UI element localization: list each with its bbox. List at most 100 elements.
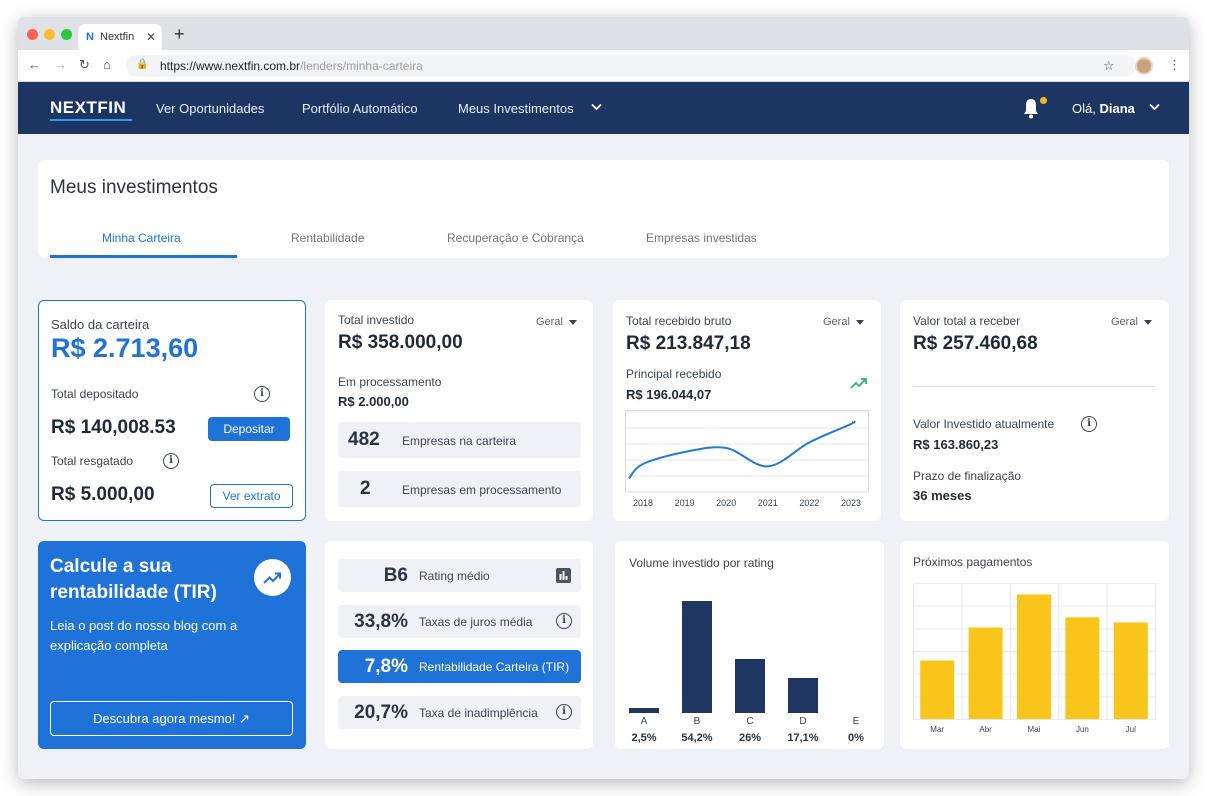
tab-title: Nextfin	[100, 31, 135, 43]
bar-jul[interactable]	[1113, 622, 1148, 719]
x-tick-label: Mai	[1028, 725, 1041, 734]
metric-value: B6	[383, 565, 408, 586]
info-icon[interactable]: i	[163, 453, 179, 469]
close-tab-icon[interactable]: ✕	[146, 30, 157, 44]
user-chevron-down-icon[interactable]	[1149, 103, 1160, 111]
lock-icon: 🔒	[136, 59, 149, 70]
logo-underline	[50, 119, 132, 121]
profile-avatar[interactable]	[1135, 57, 1153, 75]
nav-portfolio-automatico[interactable]: Portfólio Automático	[302, 101, 418, 116]
deposited-label: Total depositado	[51, 387, 139, 401]
metric-value: 20,7%	[354, 702, 408, 723]
companies-label: Empresas na carteira	[402, 434, 517, 448]
trending-up-icon	[850, 378, 867, 389]
bar-value-label: 0%	[848, 732, 864, 744]
deposit-button[interactable]: Depositar	[208, 417, 290, 441]
promo-title: Calcule a sua rentabilidade (TIR)	[50, 556, 217, 603]
nav-meus-investimentos[interactable]: Meus Investimentos	[458, 101, 574, 116]
invested-value: R$ 163.860,23	[913, 437, 999, 452]
bar-value-label: 54,2%	[681, 732, 713, 744]
recebido-card: Total recebido bruto Geral R$ 213.847,18…	[613, 300, 881, 521]
x-tick-label: A	[640, 716, 648, 727]
bell-icon[interactable]	[1022, 97, 1040, 119]
recebido-label: Total recebido bruto	[626, 314, 732, 328]
info-icon[interactable]: i	[1081, 416, 1097, 432]
rating-bar-chart: A 2,5% B 54,2% C 26% D 17,1% E 0%	[615, 541, 884, 749]
browser-tab[interactable]: N Nextfin ✕	[78, 24, 162, 50]
promo-button[interactable]: Descubra agora mesmo! ↗	[50, 701, 293, 736]
url-field[interactable]: 🔒 https://www.nextfin.com.br/lenders/min…	[126, 55, 1136, 77]
bar-mai[interactable]	[1017, 594, 1051, 719]
maximize-window-button[interactable]	[61, 29, 72, 40]
bar-a[interactable]	[629, 707, 659, 713]
x-tick-label: E	[852, 716, 860, 727]
processing-companies-row: 2 Empresas em processamento	[338, 471, 581, 507]
info-icon[interactable]: i	[254, 386, 270, 402]
browser-tab-bar: N Nextfin ✕ +	[18, 17, 1189, 50]
payments-bar-chart: Mar Abr Mai Jun Jul	[913, 583, 1156, 734]
metric-row-juros: 33,8% Taxas de juros média i	[338, 605, 581, 638]
investido-value: R$ 358.000,00	[338, 332, 463, 353]
tab-recuperacao-cobranca[interactable]: Recuperação e Cobrança	[447, 231, 584, 245]
divider	[913, 386, 1155, 387]
caret-down-icon	[1143, 319, 1152, 325]
bookmark-star-icon[interactable]: ☆	[1103, 58, 1115, 73]
term-label: Prazo de finalização	[913, 469, 1022, 483]
user-greeting[interactable]: Olá, Diana	[1072, 101, 1135, 116]
promo-text: Leia o post do nosso blog com a explicaç…	[50, 618, 238, 653]
info-icon[interactable]: i	[556, 613, 572, 629]
bar-chart-icon[interactable]	[556, 568, 571, 583]
url-host: https://www.nextfin.com.br	[160, 59, 301, 73]
trending-up-icon	[263, 572, 281, 584]
bar-abr[interactable]	[968, 627, 1003, 719]
bar-jun[interactable]	[1065, 617, 1100, 719]
x-tick-label: 2020	[716, 498, 736, 508]
page-title-card: Meus investimentos Minha Carteira Rentab…	[38, 160, 1169, 258]
processing-companies-label: Empresas em processamento	[402, 483, 562, 497]
bar-d[interactable]	[788, 677, 818, 713]
receber-value: R$ 257.460,68	[913, 333, 1038, 354]
rating-chart-title: Volume investido por rating	[629, 556, 774, 570]
reload-icon[interactable]: ↻	[79, 57, 90, 72]
bar-mar[interactable]	[920, 660, 955, 719]
chevron-down-icon[interactable]	[591, 103, 602, 111]
browser-window: N Nextfin ✕ + ← → ↻ ⌂ 🔒 https://www.next…	[18, 17, 1189, 779]
back-icon[interactable]: ←	[28, 57, 41, 72]
metric-label: Taxas de juros média	[419, 615, 533, 629]
home-icon[interactable]: ⌂	[103, 57, 111, 72]
bar-value-label: 2,5%	[631, 732, 657, 744]
metric-value: 7,8%	[364, 656, 408, 677]
new-tab-icon[interactable]: +	[174, 24, 185, 44]
deposited-value: R$ 140,008.53	[51, 417, 176, 438]
saldo-value: R$ 2.713,60	[51, 333, 199, 363]
metric-row-inadimplencia: 20,7% Taxa de inadimplência i	[338, 696, 581, 729]
x-tick-label: 2021	[758, 498, 778, 508]
processing-label: Em processamento	[338, 375, 442, 389]
receber-filter[interactable]: Geral	[1111, 316, 1152, 328]
close-window-button[interactable]	[27, 29, 38, 40]
nav-ver-oportunidades[interactable]: Ver Oportunidades	[156, 101, 265, 116]
recebido-value: R$ 213.847,18	[626, 333, 751, 354]
info-icon[interactable]: i	[556, 704, 572, 720]
recebido-filter[interactable]: Geral	[823, 316, 864, 328]
x-tick-label: Jun	[1076, 725, 1089, 734]
statement-button[interactable]: Ver extrato	[210, 484, 293, 508]
browser-menu-icon[interactable]: ⋮	[1168, 57, 1181, 72]
metric-row-rentabilidade: 7,8% Rentabilidade Carteira (TIR)	[338, 650, 581, 683]
forward-icon[interactable]: →	[54, 57, 67, 72]
plot-frame	[625, 410, 869, 493]
bar-b[interactable]	[682, 601, 712, 713]
investido-filter[interactable]: Geral	[536, 316, 577, 328]
x-tick-label: C	[746, 716, 754, 727]
investido-card: Total investido Geral R$ 358.000,00 Em p…	[325, 300, 593, 521]
principal-label: Principal recebido	[626, 367, 722, 381]
x-tick-label: 2023	[841, 498, 861, 508]
bar-c[interactable]	[735, 659, 765, 713]
processing-value: R$ 2.000,00	[338, 394, 409, 409]
tab-rentabilidade[interactable]: Rentabilidade	[291, 231, 365, 245]
minimize-window-button[interactable]	[44, 29, 55, 40]
bar-value-label: 17,1%	[787, 732, 819, 744]
logo[interactable]: NEXTFIN	[50, 98, 127, 117]
tab-minha-carteira[interactable]: Minha Carteira	[102, 231, 181, 245]
tab-empresas-investidas[interactable]: Empresas investidas	[646, 231, 757, 245]
